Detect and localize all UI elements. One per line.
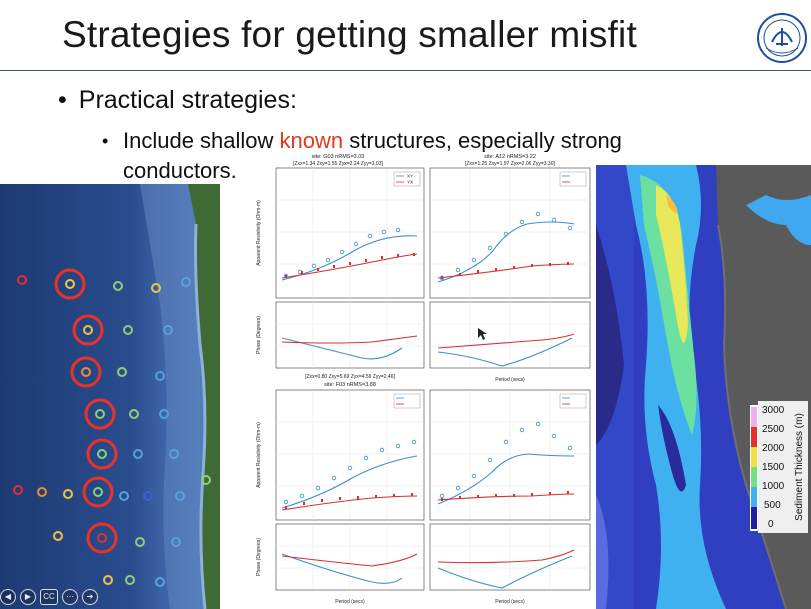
- title-divider: [0, 70, 811, 71]
- bullet-dot: •: [102, 131, 109, 151]
- ylabel-phase-top: Phase (Degrees): [256, 316, 262, 354]
- colorbar-tick-1500: 1500: [762, 462, 785, 473]
- mouse-cursor-icon: [478, 328, 487, 340]
- more-icon[interactable]: ⋯: [62, 589, 78, 605]
- colorbar-tick-3000: 3000: [762, 405, 785, 416]
- colorbar-tick-0: 0: [768, 519, 774, 530]
- bullet-text: Include shallow known structures, especi…: [123, 126, 702, 186]
- forward-icon[interactable]: ➔: [82, 589, 98, 605]
- colorbar: 3000 2500 2000 1500 1000 500 0 Sediment …: [750, 401, 808, 533]
- bullet-highlight-known: known: [279, 128, 344, 153]
- ylabel-phase-bottom: Phase (Degrees): [256, 538, 262, 576]
- legend-xy: XY: [407, 174, 413, 179]
- bullet-dot: •: [58, 86, 67, 114]
- university-logo: [757, 13, 807, 63]
- cc-icon[interactable]: CC: [40, 589, 58, 605]
- panel-subtitle-g03: [Zxx=1.34 Zxy=1.55 Zyx=2.24 Zyy=3.03]: [293, 161, 383, 167]
- ylabel-resistivity-bottom: Apparent Resistivity (Ohm-m): [256, 422, 262, 488]
- panel-title-f03: site: F03 nRMS=3.88: [324, 382, 376, 388]
- panel-title-g03: site: G03 nRMS=3.03: [312, 154, 365, 160]
- bullet-shallow-structures: • Include shallow known structures, espe…: [102, 126, 702, 186]
- colorbar-label: Sediment Thickness (m): [794, 413, 805, 521]
- prev-icon[interactable]: ◀: [0, 589, 16, 605]
- colorbar-tick-2500: 2500: [762, 424, 785, 435]
- presentation-controls: ◀ ▶ CC ⋯ ➔: [0, 589, 98, 609]
- xlabel-period-bottom-left: Period (secs): [335, 599, 365, 605]
- bullet-text-after: structures, especially strong conductors…: [123, 128, 622, 183]
- xlabel-period-top-right: Period (secs): [495, 377, 525, 383]
- bullet-text-before: Include shallow: [123, 128, 280, 153]
- panel-title-a12: site: A12 nRMS=3.22: [484, 154, 536, 160]
- mt-response-plots: site: G03 nRMS=3.03 [Zxx=1.34 Zxy=1.55 Z…: [252, 152, 594, 606]
- colorbar-tick-500: 500: [764, 500, 781, 511]
- colorbar-tick-1000: 1000: [762, 481, 785, 492]
- bullet-text: Practical strategies:: [78, 86, 297, 114]
- panel-subtitle-a12: [Zxx=1.25 Zxy=1.97 Zyx=2.06 Zyy=3.30]: [465, 161, 555, 167]
- slide-title: Strategies for getting smaller misfit: [62, 14, 637, 55]
- sediment-thickness-map: 3000 2500 2000 1500 1000 500 0 Sediment …: [596, 165, 811, 609]
- ylabel-resistivity-top: Apparent Resistivity (Ohm-m): [256, 200, 262, 266]
- colorbar-tick-2000: 2000: [762, 443, 785, 454]
- next-icon[interactable]: ▶: [20, 589, 36, 605]
- legend-yx: YX: [407, 180, 413, 185]
- xlabel-period-bottom-right: Period (secs): [495, 599, 525, 605]
- bathymetry-station-map: [0, 184, 220, 609]
- panel-subtitle-f03: [Zxx=0.80 Zxy=5.69 Zyx=4.59 Zyy=2.46]: [305, 374, 395, 380]
- bullet-practical-strategies: • Practical strategies:: [58, 86, 297, 115]
